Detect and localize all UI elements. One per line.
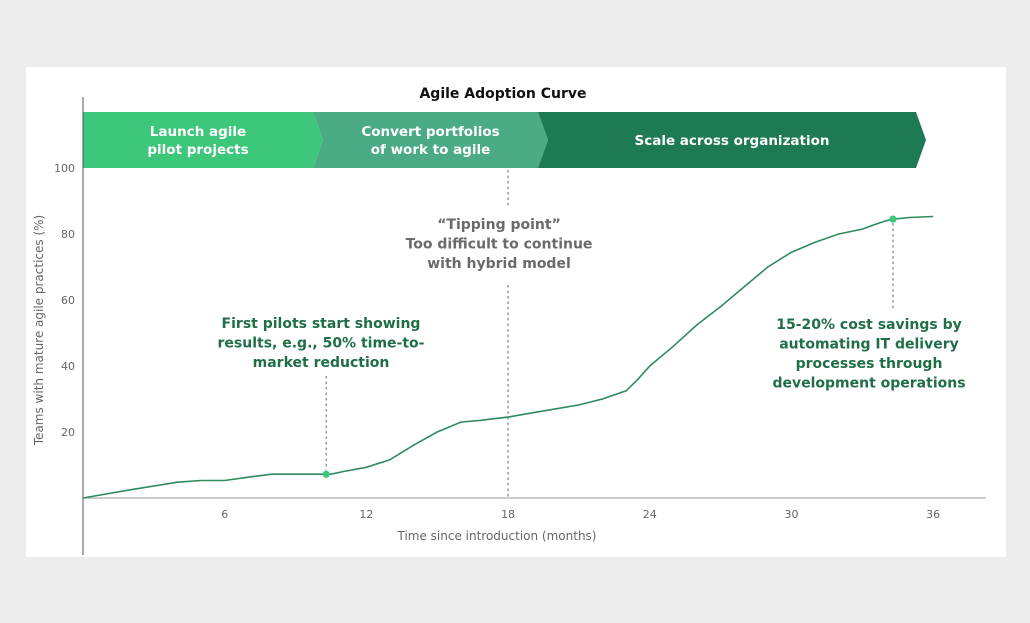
annotation-text-3: development operations bbox=[772, 376, 965, 392]
y-axis-label: Teams with mature agile practices (%) bbox=[32, 215, 46, 446]
phase-chevron-2 bbox=[313, 112, 548, 168]
phase-label-1: Launch agile bbox=[150, 124, 246, 140]
y-tick-label: 40 bbox=[61, 360, 75, 373]
annotation-texts: First pilots start showing results, e.g.,… bbox=[218, 217, 966, 392]
phase-label-2: of work to agile bbox=[371, 142, 491, 158]
y-tick-label: 60 bbox=[61, 294, 75, 307]
phase-banner: Launch agile pilot projects Convert portfo… bbox=[83, 112, 926, 168]
x-tick-label: 12 bbox=[359, 508, 373, 521]
chart-card: Agile Adoption Curve Launch agile pilot p… bbox=[26, 67, 1006, 557]
annotation-text-2: Too difficult to continue bbox=[406, 237, 593, 253]
y-tick-label: 20 bbox=[61, 426, 75, 439]
annotation-text-3: 15-20% cost savings by bbox=[776, 317, 962, 333]
x-tick-label: 30 bbox=[784, 508, 798, 521]
y-tick-labels: 20 40 60 80 100 bbox=[54, 162, 75, 439]
x-axis-label: Time since introduction (months) bbox=[396, 529, 596, 543]
axes bbox=[82, 97, 986, 555]
series-line bbox=[82, 215, 934, 499]
phase-chevron-1 bbox=[83, 112, 323, 168]
annotation-text-1: First pilots start showing bbox=[222, 316, 421, 332]
x-tick-label: 24 bbox=[643, 508, 657, 521]
chart-title: Agile Adoption Curve bbox=[419, 86, 586, 102]
annotation-text-3: automating IT delivery bbox=[779, 337, 959, 353]
annotation-leaders bbox=[325, 170, 894, 498]
annotation-text-2: “Tipping point” bbox=[437, 217, 561, 233]
x-tick-label: 36 bbox=[926, 508, 940, 521]
annotation-marker-3 bbox=[889, 215, 897, 223]
y-tick-label: 100 bbox=[54, 162, 75, 175]
phase-label-3: Scale across organization bbox=[634, 133, 829, 149]
annotation-text-1: results, e.g., 50% time-to- bbox=[218, 336, 425, 352]
y-tick-label: 80 bbox=[61, 228, 75, 241]
phase-label-2: Convert portfolios bbox=[361, 124, 499, 140]
annotation-text-2: with hybrid model bbox=[427, 256, 571, 272]
x-tick-labels: 6 12 18 24 30 36 bbox=[221, 508, 940, 521]
phase-label-1: pilot projects bbox=[147, 142, 248, 158]
annotation-markers bbox=[322, 215, 897, 478]
x-tick-label: 6 bbox=[221, 508, 228, 521]
agile-adoption-chart: Agile Adoption Curve Launch agile pilot p… bbox=[32, 86, 986, 555]
phase-chevron-3 bbox=[538, 112, 926, 168]
x-tick-label: 18 bbox=[501, 508, 515, 521]
annotation-text-3: processes through bbox=[796, 356, 943, 372]
annotation-text-1: market reduction bbox=[253, 355, 390, 371]
annotation-marker-1 bbox=[322, 470, 330, 478]
